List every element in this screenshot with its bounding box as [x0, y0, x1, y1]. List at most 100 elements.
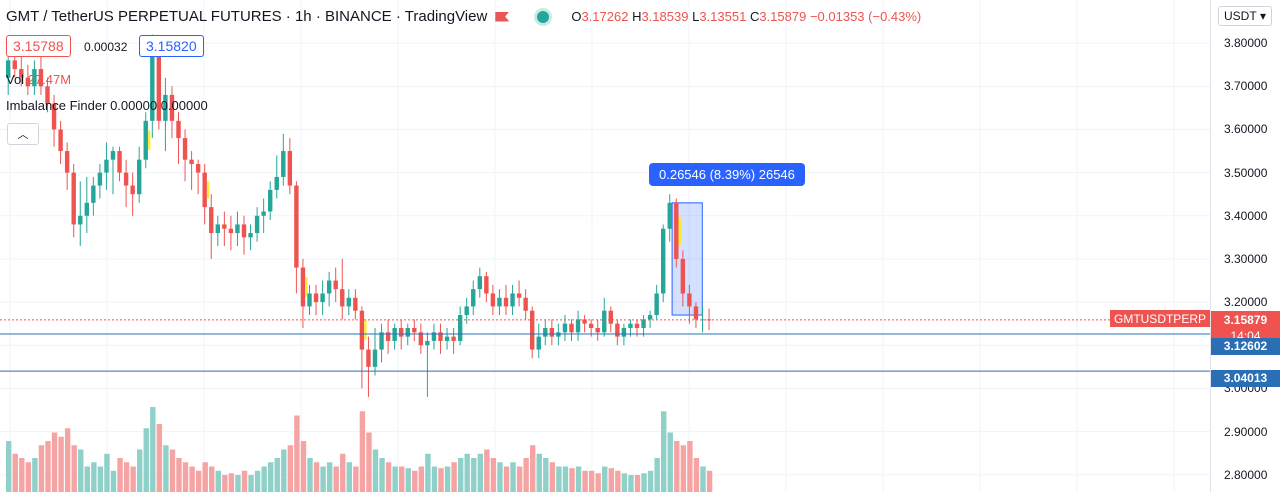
volume-bar: [418, 466, 425, 492]
volume-bar: [268, 462, 274, 492]
sell-button[interactable]: 3.15788: [6, 35, 71, 57]
candle-body: [641, 319, 646, 328]
candlestick-chart[interactable]: [0, 0, 1210, 492]
price-tick-label: 3.80000: [1224, 36, 1268, 51]
candle-body: [628, 323, 633, 328]
volume-bar: [661, 411, 667, 492]
candle-body: [12, 60, 17, 70]
low-value: 3.13551: [699, 9, 747, 24]
volume-bar: [163, 445, 169, 492]
buy-button[interactable]: 3.15820: [139, 35, 204, 57]
candle-body: [38, 69, 44, 87]
candle-body: [536, 336, 541, 350]
volume-bar: [281, 449, 287, 492]
volume-bar: [431, 466, 438, 492]
candle-body: [569, 323, 574, 333]
collapse-legend-button[interactable]: ︿: [7, 123, 39, 145]
candle-body: [117, 151, 122, 173]
exchange-label: BINANCE: [325, 8, 392, 25]
separator: ·: [285, 8, 291, 25]
candle-body: [353, 297, 358, 311]
volume-bar: [215, 470, 221, 492]
candle-body: [451, 336, 456, 341]
volume-bar: [222, 475, 228, 492]
candle-body: [588, 323, 594, 328]
volume-bar: [254, 470, 261, 492]
candle-body: [464, 306, 469, 316]
imbalance-legend[interactable]: Imbalance Finder 0.00000 0.00000: [6, 98, 208, 113]
volume-bar: [530, 445, 536, 492]
candle-body: [530, 310, 535, 350]
candle-body: [261, 211, 266, 216]
volume-bar: [497, 462, 503, 492]
volume-bar: [444, 466, 451, 492]
symbol-title[interactable]: GMT / TetherUS PERPETUAL FUTURES · 1h · …: [6, 8, 487, 25]
volume-bar: [209, 466, 215, 492]
candle-body: [19, 69, 24, 78]
candle-body: [615, 323, 620, 337]
volume-bar: [621, 473, 628, 492]
volume-bar: [425, 453, 431, 492]
volume-bar: [241, 470, 248, 492]
candle-body: [595, 328, 600, 333]
price-axis[interactable]: [1210, 0, 1280, 492]
candle-body: [287, 151, 293, 186]
volume-bar: [326, 462, 333, 492]
symbol-header: GMT / TetherUS PERPETUAL FUTURES · 1h · …: [6, 8, 921, 25]
volume-bar: [693, 458, 700, 492]
candle-body: [209, 207, 214, 234]
volume-bar: [169, 449, 176, 492]
price-tick-label: 3.70000: [1224, 79, 1268, 94]
imbalance-label: Imbalance Finder: [6, 98, 107, 113]
volume-bar: [110, 470, 117, 492]
candle-body: [110, 151, 116, 160]
candle-body: [71, 172, 76, 225]
candle-body: [182, 138, 188, 160]
volume-bar: [569, 468, 575, 492]
volume-bar: [700, 466, 706, 492]
volume-bar: [543, 458, 549, 492]
candle-body: [64, 151, 70, 173]
volume-bar: [523, 458, 529, 492]
currency-dropdown[interactable]: USDT ▾: [1218, 6, 1272, 26]
last-price-value: 3.15879: [1223, 312, 1268, 327]
candle-body: [84, 202, 89, 216]
volume-bar: [549, 462, 556, 492]
candle-body: [189, 159, 194, 164]
volume-bar: [392, 466, 398, 492]
volume-legend[interactable]: Vol 27.47M: [6, 72, 71, 87]
price-tick-label: 3.20000: [1224, 295, 1268, 310]
candle-body: [575, 319, 581, 333]
volume-bar: [346, 462, 352, 492]
horizontal-line-price-tag: 3.12602: [1211, 338, 1280, 356]
volume-bar: [97, 466, 104, 492]
volume-bar: [294, 415, 300, 492]
volume-bar: [464, 453, 470, 492]
chevron-up-icon: ︿: [17, 129, 29, 141]
volume-bar: [405, 468, 411, 492]
candle-body: [661, 228, 666, 294]
volume-bar: [189, 466, 195, 492]
flag-icon[interactable]: [495, 11, 510, 22]
volume-bar: [503, 466, 510, 492]
platform-label: TradingView: [404, 8, 488, 25]
candle-body: [215, 224, 220, 234]
candle-body: [51, 103, 57, 130]
candle-body: [647, 315, 653, 320]
volume-bar: [359, 411, 366, 492]
volume-bar: [556, 466, 562, 492]
candle-body: [366, 349, 371, 367]
symbol-price-tag: GMTUSDTPERP: [1110, 310, 1210, 327]
high-value: 3.18539: [641, 9, 689, 24]
volume-bar: [510, 462, 516, 492]
candle-body: [444, 336, 450, 341]
volume-bar: [582, 470, 588, 492]
volume-bar: [687, 441, 693, 492]
chart-pane[interactable]: [0, 0, 1210, 492]
candle-body: [294, 185, 299, 268]
candle-body: [621, 328, 627, 337]
volume-bar: [366, 432, 372, 492]
candle-body: [477, 276, 482, 290]
volume-bar: [372, 449, 379, 492]
imbalance-value-1: 0.00000: [110, 98, 158, 113]
